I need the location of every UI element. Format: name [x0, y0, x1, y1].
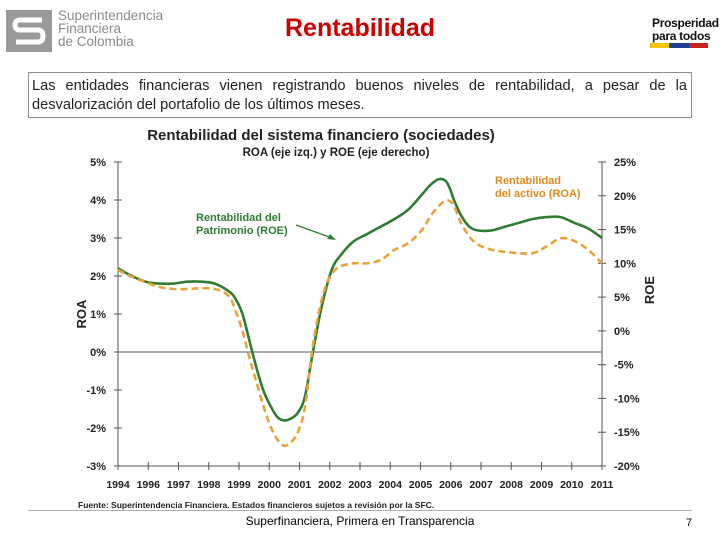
footer-divider	[28, 510, 692, 511]
right-tick-label: -10%	[614, 393, 640, 405]
page-number: 7	[686, 517, 693, 529]
right-tick-label: 25%	[614, 157, 636, 169]
chart-series	[117, 177, 603, 448]
x-tick-label: 2000	[258, 479, 282, 491]
roa-line	[117, 177, 603, 422]
slide-title: Rentabilidad	[284, 14, 435, 42]
x-tick-label: 2001	[288, 479, 312, 491]
right-tick-label: 20%	[614, 191, 636, 203]
x-tick-label: 1994	[106, 479, 130, 491]
right-tick-label: 10%	[614, 258, 636, 270]
left-tick-label: -1%	[86, 385, 106, 397]
right-tick-label: -5%	[614, 360, 634, 372]
slogan-line-2: para todos	[652, 29, 711, 43]
intro-box: Las entidades financieras vienen registr…	[28, 72, 692, 118]
x-tick-label: 2008	[500, 479, 524, 491]
left-tick-label: -3%	[86, 461, 106, 473]
left-tick-label: 1%	[90, 309, 106, 321]
annotation-arrowhead	[327, 234, 336, 240]
x-tick-label: 2009	[530, 479, 554, 491]
intro-text: Las entidades financieras vienen registr…	[32, 78, 687, 113]
sfc-logo-icon	[6, 10, 52, 52]
annotation-roa-line: del activo (ROA)	[495, 188, 581, 200]
left-tick-label: 0%	[90, 347, 106, 359]
left-tick-label: 5%	[90, 157, 106, 169]
footer-text: Superfinanciera, Primera en Transparenci…	[245, 514, 475, 528]
annotation-roe-line: Rentabilidad del	[196, 212, 281, 224]
x-tick-label: 1999	[227, 479, 251, 491]
x-tick-label: 2007	[469, 479, 493, 491]
sfc-org-name: Superintendencia Financiera de Colombia	[58, 8, 164, 49]
y-axis-title-left: ROA	[74, 299, 89, 329]
chart-subtitle: ROA (eje izq.) y ROE (eje derecho)	[243, 147, 430, 159]
x-tick-label: 2004	[379, 479, 403, 491]
annotation-roe: Rentabilidad del Patrimonio (ROE)	[196, 212, 288, 237]
x-tick-label: 2010	[560, 479, 584, 491]
chart-axes: 5% 4% 3% 2% 1% 0% -1% -2% -3% 25% 20% 15% 10% 5% 0% -5%…	[74, 157, 657, 491]
y-axis-title-right: ROE	[642, 276, 657, 305]
x-tick-label: 2006	[439, 479, 463, 491]
right-tick-label: 0%	[614, 326, 630, 338]
right-tick-label: 5%	[614, 292, 630, 304]
left-tick-label: 2%	[90, 271, 106, 283]
annotation-roa: Rentabilidad del activo (ROA)	[495, 175, 581, 200]
x-tick-label: 2005	[409, 479, 433, 491]
x-tick-label: 2003	[348, 479, 372, 491]
org-name-line: Superintendencia	[58, 8, 164, 23]
left-tick-label: 3%	[90, 233, 106, 245]
annotation-roa-line: Rentabilidad	[495, 175, 561, 187]
chart-annotations: Rentabilidad del activo (ROA) Rentabilid…	[196, 175, 581, 240]
org-name-line: Financiera	[58, 21, 122, 36]
x-tick-label: 1996	[137, 479, 161, 491]
chart-source: Fuente: Superintendencia Financiera. Est…	[78, 500, 434, 510]
x-tick-label: 1997	[167, 479, 191, 491]
annotation-roe-line: Patrimonio (ROE)	[196, 225, 288, 237]
x-tick-label: 2011	[591, 479, 614, 491]
prosperidad-logo: Prosperidad para todos	[644, 12, 719, 52]
profitability-chart: Rentabilidad del sistema financiero (soc…	[74, 127, 657, 510]
org-name-line: de Colombia	[58, 34, 134, 49]
x-tick-label: 1998	[197, 479, 221, 491]
right-tick-label: 15%	[614, 225, 636, 237]
slogan-line-1: Prosperidad	[652, 16, 719, 30]
right-tick-label: -15%	[614, 427, 640, 439]
x-tick-label: 2002	[318, 479, 342, 491]
flag-stripe	[650, 43, 708, 48]
left-tick-label: -2%	[86, 423, 106, 435]
sfc-logo: Superintendencia Financiera de Colombia	[6, 8, 176, 54]
left-tick-label: 4%	[90, 195, 106, 207]
roe-line	[117, 198, 603, 448]
chart-container: Rentabilidad del sistema financiero (soc…	[66, 122, 670, 512]
annotation-arrow	[295, 224, 333, 239]
chart-title: Rentabilidad del sistema financiero (soc…	[147, 127, 495, 144]
right-tick-label: -20%	[614, 461, 640, 473]
